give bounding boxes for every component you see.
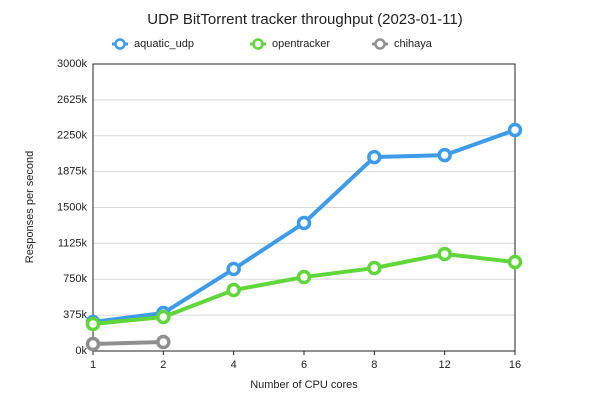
legend-marker bbox=[374, 38, 386, 50]
y-tick-label: 0k bbox=[75, 345, 87, 357]
y-tick-label: 1125k bbox=[58, 237, 88, 249]
x-tick-label: 12 bbox=[439, 359, 451, 371]
data-point bbox=[156, 334, 171, 350]
data-point bbox=[367, 260, 382, 276]
x-axis-label: Number of CPU cores bbox=[250, 379, 358, 391]
y-tick-label: 375k bbox=[63, 309, 87, 321]
y-tick-label: 1875k bbox=[57, 166, 87, 178]
x-tick-label: 6 bbox=[301, 359, 307, 371]
y-tick-label: 750k bbox=[63, 273, 87, 285]
data-point bbox=[437, 246, 452, 262]
legend-label: chihaya bbox=[394, 38, 433, 50]
data-point bbox=[85, 336, 101, 352]
chart-title: UDP BitTorrent tracker throughput (2023-… bbox=[147, 11, 462, 28]
x-tick-label: 2 bbox=[160, 359, 166, 371]
data-point bbox=[367, 149, 382, 165]
x-tick-label: 1 bbox=[90, 359, 96, 371]
y-tick-label: 2250k bbox=[57, 130, 87, 142]
y-axis-label: Responses per second bbox=[24, 151, 36, 264]
x-tick-label: 8 bbox=[371, 359, 377, 371]
y-tick-label: 2625k bbox=[57, 94, 87, 106]
data-point bbox=[85, 316, 101, 332]
x-tick-label: 4 bbox=[231, 359, 237, 371]
y-tick-label: 3000k bbox=[57, 58, 87, 70]
data-point bbox=[437, 147, 452, 163]
legend-marker bbox=[114, 38, 126, 50]
data-point bbox=[507, 122, 523, 138]
series-line bbox=[92, 340, 164, 347]
legend-marker bbox=[252, 38, 264, 50]
data-point bbox=[226, 282, 241, 298]
data-point bbox=[156, 309, 171, 325]
x-tick-label: 16 bbox=[509, 359, 521, 371]
y-tick-label: 1500k bbox=[57, 201, 87, 213]
legend-label: opentracker bbox=[272, 38, 330, 50]
data-point bbox=[296, 215, 312, 231]
data-point bbox=[507, 254, 523, 270]
legend-label: aquatic_udp bbox=[134, 38, 194, 50]
data-point bbox=[226, 261, 241, 277]
data-point bbox=[296, 269, 312, 285]
